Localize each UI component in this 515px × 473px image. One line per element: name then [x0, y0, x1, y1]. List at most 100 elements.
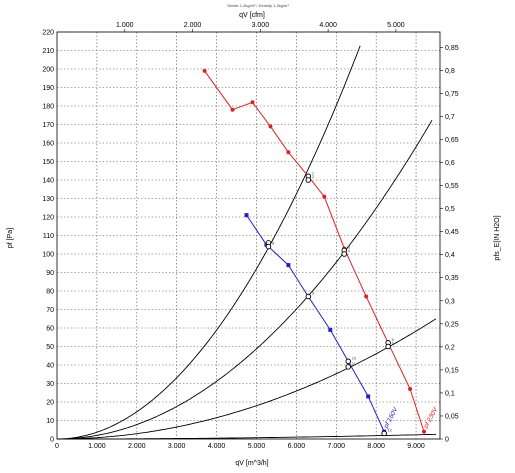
y2-tick-label: 0,7	[445, 114, 455, 121]
operating-point-label: 8	[272, 241, 275, 246]
x-tick-label: 2.000	[128, 443, 146, 450]
data-point	[366, 394, 371, 399]
operating-point-label: 12	[388, 427, 393, 432]
data-point	[328, 327, 333, 332]
operating-point	[385, 343, 391, 350]
y2-tick-label: 0,75	[445, 91, 459, 98]
y-tick-label: 130	[42, 196, 54, 203]
y-tick-label: 20	[46, 400, 54, 407]
x2-axis-label: qV [cfm]	[239, 12, 265, 19]
y-tick-label: 120	[42, 215, 54, 222]
y-tick-label: 60	[46, 326, 54, 333]
y2-tick-label: 0,6	[445, 160, 455, 167]
y-tick-label: 90	[46, 270, 54, 277]
grid	[57, 31, 440, 440]
data-point	[408, 387, 413, 392]
plot-frame	[56, 31, 441, 440]
plot-border	[56, 31, 441, 440]
system-curve	[57, 318, 437, 440]
operating-point	[345, 358, 351, 365]
y2-tick-label: 0	[445, 437, 449, 444]
operating-point-label: 11	[352, 361, 357, 366]
y-tick-label: 70	[46, 307, 54, 314]
data-point	[268, 124, 273, 129]
x-tick-label: 1.000	[88, 443, 106, 450]
x-tick-label: 0	[55, 443, 59, 450]
data-point	[286, 263, 291, 268]
y-tick-label: 220	[42, 30, 54, 37]
y2-tick-label: 0,35	[445, 275, 459, 282]
x-tick-label: 7.000	[328, 443, 346, 450]
data-point	[364, 294, 369, 299]
x-tick-label: 3.000	[168, 443, 186, 450]
data-point	[230, 107, 235, 112]
y2-tick-label: 0,4	[445, 252, 455, 259]
y2-tick-label: 0,45	[445, 229, 459, 236]
system-curve	[57, 119, 433, 440]
y2-tick-label: 0,2	[445, 344, 455, 351]
operating-point-label: 5	[392, 337, 395, 342]
x-tick-label: 4.000	[208, 443, 226, 450]
y2-tick-label: 0,05	[445, 413, 459, 420]
x-tick-label: 8.000	[367, 443, 385, 450]
y-tick-label: 190	[42, 85, 54, 92]
y-tick-label: 30	[46, 381, 54, 388]
data-point	[286, 150, 291, 155]
operating-point	[265, 243, 272, 250]
x2-tick-label: 3.000	[252, 22, 270, 29]
x-tick-label: 5.000	[248, 443, 266, 450]
operating-point	[305, 293, 312, 300]
system-curve	[57, 433, 437, 440]
y-tick-label: 0	[50, 437, 54, 444]
x-axis-label: qV [m^3/h]	[235, 460, 268, 467]
y-tick-label: 150	[42, 159, 54, 166]
y-tick-label: 40	[46, 363, 54, 370]
y-tick-label: 50	[46, 344, 54, 351]
y2-tick-label: 0,55	[445, 183, 459, 190]
y2-tick-label: 0,15	[445, 367, 459, 374]
y-axis-label: pf [Pa]	[7, 228, 14, 248]
header-note: Dichte 1,2kg/m³ / Density 1,2kg/m³	[227, 3, 289, 8]
y2-tick-label: 0,1	[445, 390, 455, 397]
y-tick-label: 200	[42, 67, 54, 74]
operating-point-label: 4	[348, 248, 351, 253]
y2-tick-label: 0,65	[445, 137, 459, 144]
axis-ticks: 0102030405060708090100110120130140150160…	[42, 22, 458, 450]
y-tick-label: 170	[42, 122, 54, 129]
y-tick-label: 80	[46, 289, 54, 296]
y-tick-label: 10	[46, 418, 54, 425]
x2-tick-label: 5.000	[387, 22, 405, 29]
operating-point	[341, 251, 348, 257]
data-point	[250, 100, 255, 105]
operating-point-label: 7	[272, 237, 275, 242]
y2-axis-label: pfs_E[IN H2O]	[494, 215, 501, 260]
data-point	[322, 194, 327, 199]
y2-tick-label: 0,25	[445, 321, 459, 328]
data-point	[202, 68, 207, 73]
series-line	[204, 70, 425, 432]
operating-point	[345, 364, 351, 370]
y2-tick-label: 0,85	[445, 45, 459, 52]
operating-point-label: 10	[352, 355, 357, 360]
y2-tick-label: 0,3	[445, 298, 455, 305]
series-label: pf 230V	[422, 406, 439, 431]
y-tick-label: 160	[42, 141, 54, 148]
y-tick-label: 180	[42, 104, 54, 111]
data-point	[422, 429, 427, 434]
operating-point-label: 9	[312, 291, 315, 296]
system-curve	[57, 45, 361, 440]
y2-tick-label: 0,5	[445, 206, 455, 213]
y-tick-label: 110	[43, 233, 54, 240]
y2-tick-label: 0,8	[445, 68, 455, 75]
x-tick-label: 6.000	[288, 443, 306, 450]
operating-point	[381, 430, 387, 437]
operating-point-label: 6	[392, 341, 395, 346]
operating-point-label: 2	[312, 174, 315, 179]
x-tick-label: 9.000	[407, 443, 425, 450]
data-point	[244, 213, 249, 218]
y-tick-label: 140	[42, 178, 54, 185]
y-tick-label: 100	[42, 252, 54, 259]
